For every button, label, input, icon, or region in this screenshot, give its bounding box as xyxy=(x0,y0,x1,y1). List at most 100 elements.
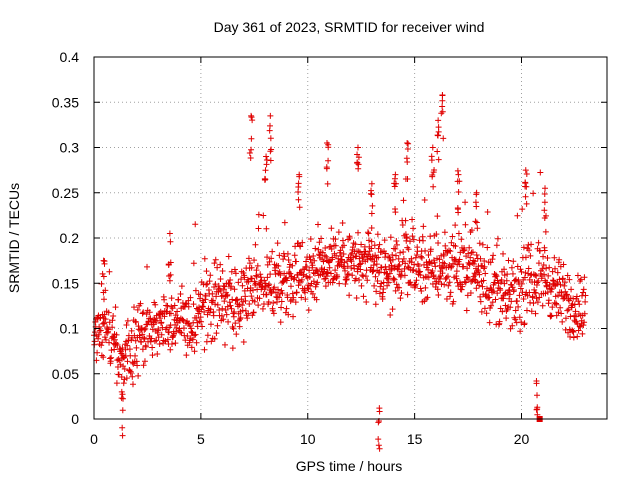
data-point xyxy=(214,301,221,308)
data-point xyxy=(452,243,459,250)
data-point xyxy=(569,328,576,335)
data-point xyxy=(514,297,521,304)
data-point xyxy=(461,278,468,285)
data-point xyxy=(386,270,393,277)
data-point xyxy=(561,282,568,289)
data-point xyxy=(355,165,362,172)
data-point xyxy=(582,298,589,305)
data-point xyxy=(332,236,339,243)
data-point xyxy=(479,241,486,248)
data-point xyxy=(418,288,425,295)
data-point xyxy=(420,223,427,230)
data-point xyxy=(481,305,488,312)
data-point xyxy=(326,264,333,271)
data-point xyxy=(375,419,382,426)
data-point xyxy=(313,296,320,303)
data-point xyxy=(142,325,149,332)
data-point xyxy=(415,263,422,270)
data-point xyxy=(430,272,437,279)
data-point xyxy=(425,266,432,273)
data-point xyxy=(489,299,496,306)
data-point xyxy=(545,272,552,279)
data-point xyxy=(522,180,529,187)
data-point xyxy=(518,319,525,326)
data-point xyxy=(283,277,290,284)
data-point xyxy=(132,337,139,344)
data-point xyxy=(303,263,310,270)
data-point xyxy=(503,315,510,322)
data-point xyxy=(168,295,175,302)
data-point xyxy=(328,270,335,277)
data-point xyxy=(435,117,442,124)
data-point xyxy=(210,312,217,319)
data-point xyxy=(431,275,438,282)
data-point xyxy=(363,299,370,306)
data-point xyxy=(277,319,284,326)
data-point xyxy=(576,301,583,308)
data-point xyxy=(231,308,238,315)
data-point xyxy=(112,304,119,311)
data-point xyxy=(434,132,441,139)
data-point xyxy=(447,248,454,255)
data-point xyxy=(150,321,157,328)
data-point xyxy=(532,310,539,317)
data-point xyxy=(219,305,226,312)
data-point xyxy=(369,268,376,275)
data-point xyxy=(486,294,493,301)
data-point xyxy=(429,173,436,180)
data-point xyxy=(446,279,453,286)
data-point xyxy=(355,248,362,255)
data-point xyxy=(429,268,436,275)
chart-title: Day 361 of 2023, SRMTID for receiver win… xyxy=(214,19,485,35)
data-point xyxy=(168,340,175,347)
data-point xyxy=(358,241,365,248)
data-point xyxy=(401,272,408,279)
y-tick-label: 0 xyxy=(71,411,79,427)
data-point xyxy=(445,282,452,289)
data-point xyxy=(402,217,409,224)
data-point xyxy=(237,314,244,321)
data-point xyxy=(512,316,519,323)
data-point xyxy=(535,239,542,246)
data-point xyxy=(164,302,171,309)
data-point xyxy=(395,263,402,270)
data-point xyxy=(94,349,101,356)
data-point xyxy=(274,286,281,293)
data-point xyxy=(468,227,475,234)
data-point xyxy=(541,247,548,254)
data-point xyxy=(507,304,514,311)
data-point xyxy=(572,308,579,315)
data-point xyxy=(131,332,138,339)
data-point xyxy=(541,199,548,206)
data-point xyxy=(470,260,477,267)
data-point xyxy=(407,238,414,245)
data-point xyxy=(541,207,548,214)
data-point xyxy=(372,301,379,308)
data-point xyxy=(375,245,382,252)
data-point xyxy=(552,265,559,272)
data-point xyxy=(455,189,462,195)
data-point xyxy=(123,321,130,328)
data-point xyxy=(140,309,147,316)
data-point xyxy=(139,331,146,338)
data-point xyxy=(461,246,468,253)
data-point xyxy=(451,257,458,264)
data-point xyxy=(376,241,383,248)
data-point xyxy=(488,302,495,309)
data-point xyxy=(407,279,414,286)
data-point xyxy=(336,280,343,287)
data-point xyxy=(532,289,539,296)
data-point xyxy=(399,221,406,228)
data-point xyxy=(229,345,236,352)
data-point xyxy=(559,275,566,282)
data-point xyxy=(325,144,332,151)
data-point xyxy=(403,155,410,162)
data-point xyxy=(389,252,396,259)
data-point xyxy=(501,266,508,273)
data-point xyxy=(276,268,283,275)
data-point xyxy=(211,284,218,291)
data-point xyxy=(479,283,486,290)
data-point xyxy=(272,271,279,278)
data-point xyxy=(178,283,185,290)
data-point xyxy=(95,331,102,338)
